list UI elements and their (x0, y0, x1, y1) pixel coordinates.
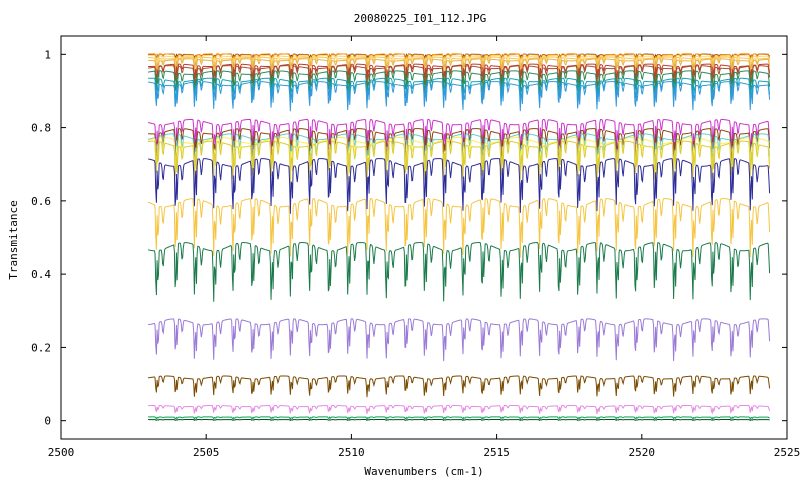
x-tick-label: 2505 (193, 446, 220, 459)
x-tick-label: 2520 (629, 446, 656, 459)
series-line-4 (148, 58, 771, 74)
y-tick-label: 0.6 (31, 195, 51, 208)
x-tick-label: 2525 (774, 446, 800, 459)
series-line-21 (148, 416, 770, 420)
plot-frame (60, 35, 788, 440)
y-tick-label: 1 (44, 48, 51, 61)
series-line-15 (148, 158, 771, 214)
x-tick-label: 2510 (338, 446, 365, 459)
series-group (147, 53, 771, 421)
y-tick-label: 0.2 (31, 341, 51, 354)
y-tick-label: 0 (44, 415, 51, 428)
x-tick-label: 2500 (48, 446, 75, 459)
series-line-19 (148, 375, 771, 398)
series-line-18 (148, 318, 771, 362)
series-line-20 (148, 404, 771, 415)
series-line-9 (148, 81, 771, 112)
y-tick-label: 0.4 (31, 268, 51, 281)
y-tick-label: 0.8 (31, 122, 51, 135)
series-line-16 (147, 198, 771, 258)
x-tick-label: 2515 (483, 446, 510, 459)
y-axis-label: Transmitance (7, 200, 20, 279)
series-line-22 (148, 419, 770, 421)
chart-title: 20080225_I01_112.JPG (354, 12, 486, 25)
series-line-17 (147, 242, 771, 302)
ticks-group: 2500 2505 2510 2515 2520 2525 0 0.2 0.4 0.6 0.8 1 (31, 36, 800, 459)
x-axis-label: Wavenumbers (cm-1) (364, 465, 483, 478)
